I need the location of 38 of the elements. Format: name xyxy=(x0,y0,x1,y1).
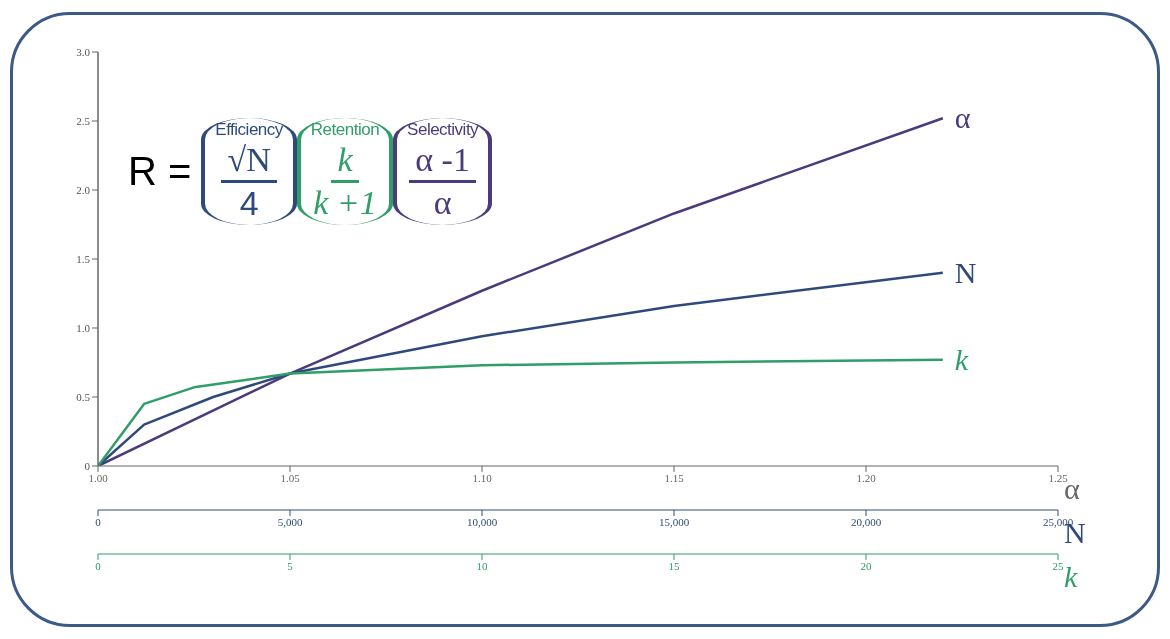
x2-tick-label: 5,000 xyxy=(277,515,303,528)
annotation: R = xyxy=(128,149,192,194)
series-label: α xyxy=(954,101,971,135)
x-tick-label: 1.10 xyxy=(472,471,493,484)
annotation: α xyxy=(433,183,452,223)
x-tick-label: 20 xyxy=(860,559,872,572)
x2-tick-label: 20,000 xyxy=(850,515,882,528)
series-label: N xyxy=(954,255,977,289)
x-tick-label: 0 xyxy=(95,559,102,572)
y-tick-label: 1.0 xyxy=(76,321,91,334)
annotation: α -1 xyxy=(409,140,476,183)
x-tick-label: 1.15 xyxy=(664,471,685,484)
annotation: 4 xyxy=(239,183,259,223)
y-tick-label: 2.0 xyxy=(76,183,91,196)
x2-tick-label: 10,000 xyxy=(466,515,498,528)
x-tick-label: 1.00 xyxy=(88,471,109,484)
y-tick-label: 3.0 xyxy=(76,45,91,58)
annotation: k +1 xyxy=(313,183,377,223)
x-tick-label: 10 xyxy=(476,559,488,572)
x-tick-label: 1.05 xyxy=(280,471,301,484)
x-axis-title: k xyxy=(1064,559,1078,593)
series-label: k xyxy=(954,342,969,376)
y-tick-label: 1.5 xyxy=(76,252,91,265)
annotation: Efficiency xyxy=(215,120,283,140)
x2-tick-label: 15,000 xyxy=(658,515,690,528)
annotation: √N xyxy=(221,140,277,183)
x-tick-label: 1.20 xyxy=(856,471,877,484)
annotation: Retention xyxy=(310,120,380,140)
y-tick-label: 2.5 xyxy=(76,114,91,127)
y-tick-label: 0.5 xyxy=(76,390,91,403)
x-tick-label: 15 xyxy=(668,559,680,572)
x-tick-label: 1.25 xyxy=(1048,471,1069,484)
x-tick-label: 25 xyxy=(1052,559,1064,572)
y-tick-label: 0 xyxy=(84,459,91,472)
annotation: Selectivity xyxy=(407,120,479,140)
annotation: k xyxy=(331,140,359,183)
x2-tick-label: 0 xyxy=(95,515,102,528)
x-tick-label: 5 xyxy=(287,559,294,572)
